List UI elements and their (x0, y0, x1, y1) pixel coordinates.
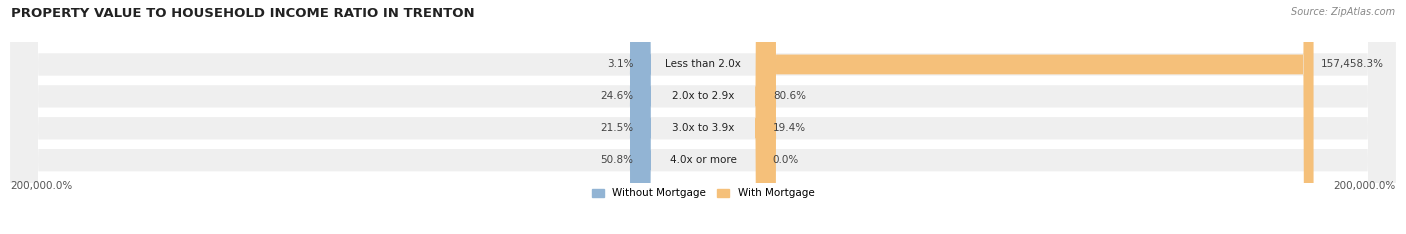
FancyBboxPatch shape (630, 0, 651, 234)
Text: 200,000.0%: 200,000.0% (1333, 181, 1396, 191)
Text: 50.8%: 50.8% (600, 155, 633, 165)
Text: 19.4%: 19.4% (773, 123, 806, 133)
Text: 24.6%: 24.6% (600, 91, 633, 101)
FancyBboxPatch shape (630, 0, 651, 234)
FancyBboxPatch shape (755, 0, 776, 234)
Text: 3.1%: 3.1% (607, 59, 633, 69)
Text: 80.6%: 80.6% (773, 91, 806, 101)
Text: 200,000.0%: 200,000.0% (10, 181, 73, 191)
Text: 157,458.3%: 157,458.3% (1320, 59, 1384, 69)
FancyBboxPatch shape (10, 0, 1396, 234)
FancyBboxPatch shape (755, 0, 776, 234)
Text: Source: ZipAtlas.com: Source: ZipAtlas.com (1291, 7, 1395, 17)
FancyBboxPatch shape (766, 0, 1313, 234)
Text: 3.0x to 3.9x: 3.0x to 3.9x (672, 123, 734, 133)
FancyBboxPatch shape (10, 0, 1396, 234)
FancyBboxPatch shape (630, 0, 651, 234)
Legend: Without Mortgage, With Mortgage: Without Mortgage, With Mortgage (588, 184, 818, 203)
FancyBboxPatch shape (10, 0, 1396, 234)
FancyBboxPatch shape (10, 0, 1396, 234)
Text: 2.0x to 2.9x: 2.0x to 2.9x (672, 91, 734, 101)
Text: PROPERTY VALUE TO HOUSEHOLD INCOME RATIO IN TRENTON: PROPERTY VALUE TO HOUSEHOLD INCOME RATIO… (11, 7, 475, 20)
Text: Less than 2.0x: Less than 2.0x (665, 59, 741, 69)
Text: 4.0x or more: 4.0x or more (669, 155, 737, 165)
Text: 0.0%: 0.0% (773, 155, 799, 165)
FancyBboxPatch shape (630, 0, 651, 234)
Text: 21.5%: 21.5% (600, 123, 633, 133)
